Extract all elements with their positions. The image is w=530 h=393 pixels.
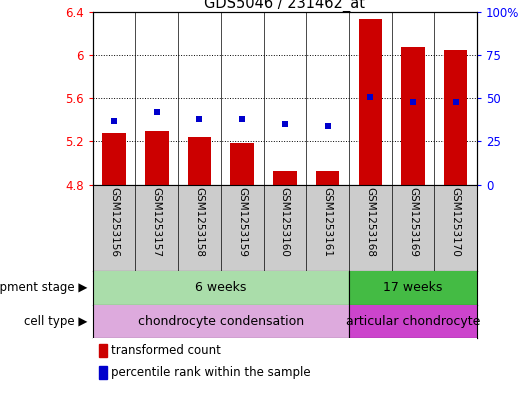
- Text: GSM1253168: GSM1253168: [365, 187, 375, 257]
- Point: [452, 99, 460, 105]
- Bar: [102, 133, 126, 185]
- Title: GDS5046 / 231462_at: GDS5046 / 231462_at: [205, 0, 365, 12]
- Point: [238, 116, 246, 122]
- Point: [110, 118, 118, 124]
- Text: chondrocyte condensation: chondrocyte condensation: [138, 315, 304, 328]
- Bar: [93, 305, 349, 338]
- Bar: [349, 271, 477, 305]
- Bar: [444, 50, 467, 185]
- Text: GSM1253169: GSM1253169: [408, 187, 418, 257]
- Bar: [231, 143, 254, 185]
- Text: percentile rank within the sample: percentile rank within the sample: [111, 366, 311, 379]
- Bar: [93, 271, 349, 305]
- Text: 6 weeks: 6 weeks: [195, 281, 246, 294]
- Text: cell type ▶: cell type ▶: [24, 315, 87, 328]
- Point: [409, 99, 417, 105]
- Text: GSM1253156: GSM1253156: [109, 187, 119, 257]
- Bar: [99, 366, 107, 380]
- Bar: [349, 305, 477, 338]
- Text: GSM1253161: GSM1253161: [323, 187, 332, 257]
- Text: GSM1253158: GSM1253158: [195, 187, 205, 257]
- Text: GSM1253157: GSM1253157: [152, 187, 162, 257]
- Text: GSM1253159: GSM1253159: [237, 187, 247, 257]
- Text: 17 weeks: 17 weeks: [383, 281, 443, 294]
- Text: transformed count: transformed count: [111, 344, 221, 357]
- Point: [366, 94, 375, 100]
- Point: [195, 116, 204, 122]
- Point: [323, 123, 332, 129]
- Bar: [273, 171, 297, 185]
- Bar: [358, 19, 382, 185]
- Text: GSM1253160: GSM1253160: [280, 187, 290, 257]
- Bar: [99, 343, 107, 357]
- Text: GSM1253170: GSM1253170: [450, 187, 461, 257]
- Bar: [188, 137, 211, 185]
- Point: [281, 121, 289, 127]
- Text: development stage ▶: development stage ▶: [0, 281, 87, 294]
- Text: articular chondrocyte: articular chondrocyte: [346, 315, 480, 328]
- Point: [153, 109, 161, 115]
- Bar: [401, 48, 425, 185]
- Bar: [316, 171, 339, 185]
- Bar: [145, 130, 169, 185]
